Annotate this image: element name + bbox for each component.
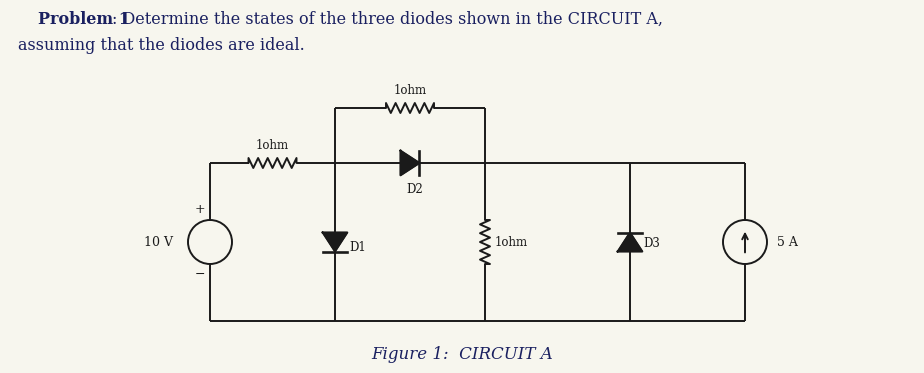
Text: D3: D3 xyxy=(643,237,660,250)
Polygon shape xyxy=(617,232,642,251)
Text: : Determine the states of the three diodes shown in the CIRCUIT A,: : Determine the states of the three diod… xyxy=(112,11,663,28)
Text: D1: D1 xyxy=(349,241,366,254)
Text: D2: D2 xyxy=(407,183,423,196)
Text: 10 V: 10 V xyxy=(143,235,173,248)
Text: Figure 1:  CIRCUIT A: Figure 1: CIRCUIT A xyxy=(371,346,553,363)
Polygon shape xyxy=(322,232,347,251)
Text: assuming that the diodes are ideal.: assuming that the diodes are ideal. xyxy=(18,37,305,54)
Polygon shape xyxy=(400,151,419,175)
Text: Problem 1: Problem 1 xyxy=(38,11,130,28)
Text: 1ohm: 1ohm xyxy=(394,84,427,97)
Text: +: + xyxy=(195,203,205,216)
Text: 1ohm: 1ohm xyxy=(256,139,289,152)
Text: −: − xyxy=(195,268,205,281)
Text: 5 A: 5 A xyxy=(777,235,798,248)
Text: 1ohm: 1ohm xyxy=(495,235,529,248)
